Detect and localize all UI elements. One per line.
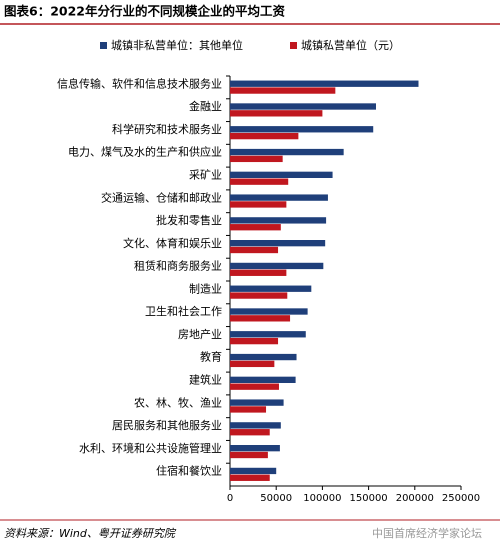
bar <box>230 155 283 163</box>
bar <box>230 292 288 299</box>
y-tick-label: 房地产业 <box>178 327 222 341</box>
legend-label: 城镇非私营单位：其他单位 <box>111 38 243 52</box>
y-tick-label: 教育 <box>200 350 222 364</box>
y-tick-label: 制造业 <box>189 281 222 295</box>
bar <box>230 474 270 481</box>
bar <box>230 445 280 452</box>
bar <box>230 178 289 185</box>
bar <box>230 360 275 368</box>
bar <box>230 353 297 361</box>
bar <box>230 224 281 231</box>
y-tick-label: 居民服务和其他服务业 <box>112 419 222 432</box>
y-tick-label: 批发和零售业 <box>156 213 222 227</box>
y-tick-label: 租赁和商务服务业 <box>134 259 222 273</box>
legend-swatch <box>100 42 107 49</box>
bar <box>230 262 324 270</box>
y-tick-label: 科学研究和技术服务业 <box>112 122 222 136</box>
watermark: 中国首席经济学家论坛 <box>372 526 482 540</box>
y-tick-label: 金融业 <box>189 99 222 113</box>
bar <box>230 337 279 345</box>
bar <box>230 467 277 475</box>
bar <box>230 132 299 140</box>
bar <box>230 171 333 178</box>
bar <box>230 429 270 436</box>
y-tick-label: 卫生和社会工作 <box>145 304 222 318</box>
x-tick-label: 250000 <box>442 493 480 504</box>
y-tick-label: 水利、环境和公共设施管理业 <box>79 441 222 455</box>
bar <box>230 194 328 201</box>
x-tick-label: 200000 <box>396 493 434 504</box>
bar <box>230 110 323 117</box>
y-tick-label: 农、林、牧、渔业 <box>134 395 222 409</box>
bar <box>230 315 291 322</box>
chart-title: 图表6：2022年分行业的不同规模企业的平均工资 <box>4 4 285 19</box>
x-tick-label: 50000 <box>260 493 292 504</box>
legend-label: 城镇私营单位（元） <box>301 38 400 52</box>
x-tick-label: 150000 <box>350 493 388 504</box>
y-tick-label: 信息传输、软件和信息技术服务业 <box>57 76 222 90</box>
bar <box>230 87 336 94</box>
bar <box>230 376 296 383</box>
bar <box>230 240 326 247</box>
bar <box>230 269 287 276</box>
y-tick-label: 电力、煤气及水的生产和供应业 <box>68 145 222 159</box>
bar <box>230 246 279 254</box>
y-tick-label: 采矿业 <box>189 169 222 182</box>
y-tick-label: 交通运输、仓储和邮政业 <box>101 190 222 204</box>
y-tick-label: 文化、体育和娱乐业 <box>123 236 222 250</box>
bar <box>230 422 281 429</box>
bar <box>230 103 376 110</box>
x-tick-label: 100000 <box>303 493 341 504</box>
y-tick-label: 建筑业 <box>189 373 222 387</box>
bar <box>230 451 268 459</box>
bar <box>230 217 327 224</box>
bar <box>230 331 306 338</box>
bar <box>230 399 284 406</box>
bar <box>230 406 267 413</box>
bar <box>230 148 344 156</box>
x-tick-label: 0 <box>227 493 233 504</box>
legend-swatch <box>290 42 297 49</box>
bar <box>230 383 279 390</box>
bar <box>230 80 419 87</box>
source-note: 资料来源：Wind、粤开证券研究院 <box>4 527 177 540</box>
bar <box>230 308 308 315</box>
y-tick-label: 住宿和餐饮业 <box>156 464 222 478</box>
bar <box>230 201 287 208</box>
bar <box>230 126 374 133</box>
bar <box>230 285 312 292</box>
